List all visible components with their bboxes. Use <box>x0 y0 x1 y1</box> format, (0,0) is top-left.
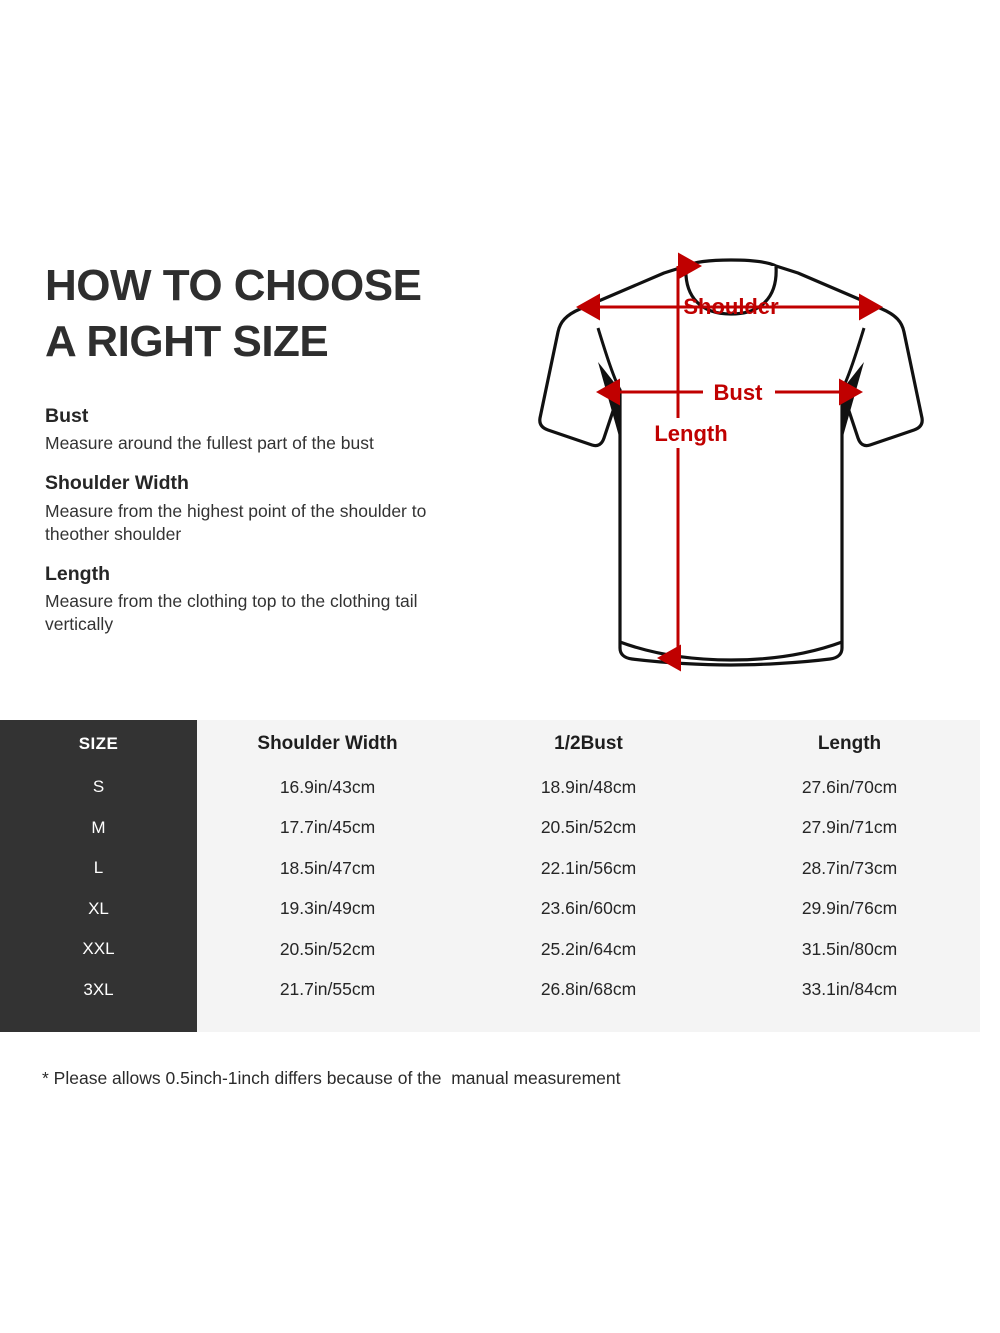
measure-term-shoulder-width: Shoulder Width <box>45 472 189 495</box>
size-cell-xl: XL <box>88 898 109 918</box>
measure-description-bust: Measure around the fullest part of the b… <box>45 433 374 454</box>
shoulder-label: Shoulder <box>683 294 779 319</box>
cell-length-3xl: 33.1in/84cm <box>801 979 898 1000</box>
length-label: Length <box>654 421 727 446</box>
cell-shoulder-width-xl: 19.3in/49cm <box>279 898 376 919</box>
size-chart-table: SIZE S M L XL XXL 3XL Shoulder Width 1/2… <box>0 720 980 1032</box>
cell-length-l: 28.7in/73cm <box>801 857 898 878</box>
size-cell-m: M <box>91 817 106 837</box>
cell-length-xl: 29.9in/76cm <box>801 898 898 919</box>
length-label-backdrop <box>643 418 739 448</box>
cell-half-bust-l: 22.1in/56cm <box>540 857 637 878</box>
cell-length-xxl: 31.5in/80cm <box>801 938 898 959</box>
table-row: 17.7in/45cm 20.5in/52cm 27.9in/71cm <box>197 808 980 849</box>
cell-length-m: 27.9in/71cm <box>801 817 898 838</box>
cell-length-s: 27.6in/70cm <box>801 776 898 797</box>
cell-half-bust-3xl: 26.8in/68cm <box>540 979 637 1000</box>
bust-label: Bust <box>714 380 764 405</box>
cell-shoulder-width-l: 18.5in/47cm <box>279 857 376 878</box>
cell-shoulder-width-xxl: 20.5in/52cm <box>279 938 376 959</box>
tshirt-diagram: Shoulder Bust Length <box>498 250 968 690</box>
measurement-info-column: HOW TO CHOOSE A RIGHT SIZE Bust Measure … <box>45 258 485 653</box>
cell-half-bust-xl: 23.6in/60cm <box>540 898 637 919</box>
table-row: 18.5in/47cm 22.1in/56cm 28.7in/73cm <box>197 848 980 889</box>
size-column: SIZE S M L XL XXL 3XL <box>0 720 197 1032</box>
page-title: HOW TO CHOOSE A RIGHT SIZE <box>45 261 422 367</box>
cell-shoulder-width-m: 17.7in/45cm <box>279 817 376 838</box>
column-header-half-bust: 1/2Bust <box>554 732 623 754</box>
table-row: 19.3in/49cm 23.6in/60cm 29.9in/76cm <box>197 889 980 930</box>
table-row: 21.7in/55cm 26.8in/68cm 33.1in/84cm <box>197 970 980 1011</box>
measure-block-length: Length Measure from the clothing top to … <box>45 563 485 637</box>
size-cell-l: L <box>93 858 104 878</box>
size-guide-header-section: HOW TO CHOOSE A RIGHT SIZE Bust Measure … <box>45 250 968 690</box>
cell-half-bust-xxl: 25.2in/64cm <box>540 938 637 959</box>
column-header-shoulder-width: Shoulder Width <box>257 732 398 754</box>
size-cell-3xl: 3XL <box>83 979 114 999</box>
size-cell-xxl: XXL <box>82 939 115 959</box>
cell-half-bust-m: 20.5in/52cm <box>540 817 637 838</box>
measure-block-bust: Bust Measure around the fullest part of … <box>45 405 485 455</box>
measure-term-length: Length <box>45 562 110 585</box>
size-column-header: SIZE <box>78 733 119 753</box>
shirt-body-outline <box>538 258 924 667</box>
table-header-row: Shoulder Width 1/2Bust Length <box>197 720 980 767</box>
cell-shoulder-width-3xl: 21.7in/55cm <box>279 979 376 1000</box>
table-row: 20.5in/52cm 25.2in/64cm 31.5in/80cm <box>197 929 980 970</box>
bust-label-backdrop <box>703 378 775 406</box>
column-header-length: Length <box>817 732 882 754</box>
cell-shoulder-width-s: 16.9in/43cm <box>279 776 376 797</box>
measure-term-bust: Bust <box>45 404 89 427</box>
measurement-columns: Shoulder Width 1/2Bust Length 16.9in/43c… <box>197 720 980 1032</box>
bottom-hem-line <box>619 640 843 662</box>
measure-description-shoulder-width: Measure from the highest point of the sh… <box>45 500 427 544</box>
measure-description-length: Measure from the clothing top to the clo… <box>45 591 418 635</box>
measure-block-shoulder-width: Shoulder Width Measure from the highest … <box>45 472 485 546</box>
size-cell-s: S <box>92 777 105 797</box>
table-row: 16.9in/43cm 18.9in/48cm 27.6in/70cm <box>197 767 980 808</box>
cell-half-bust-s: 18.9in/48cm <box>540 776 637 797</box>
measurement-disclaimer: * Please allows 0.5inch-1inch differs be… <box>42 1068 621 1088</box>
